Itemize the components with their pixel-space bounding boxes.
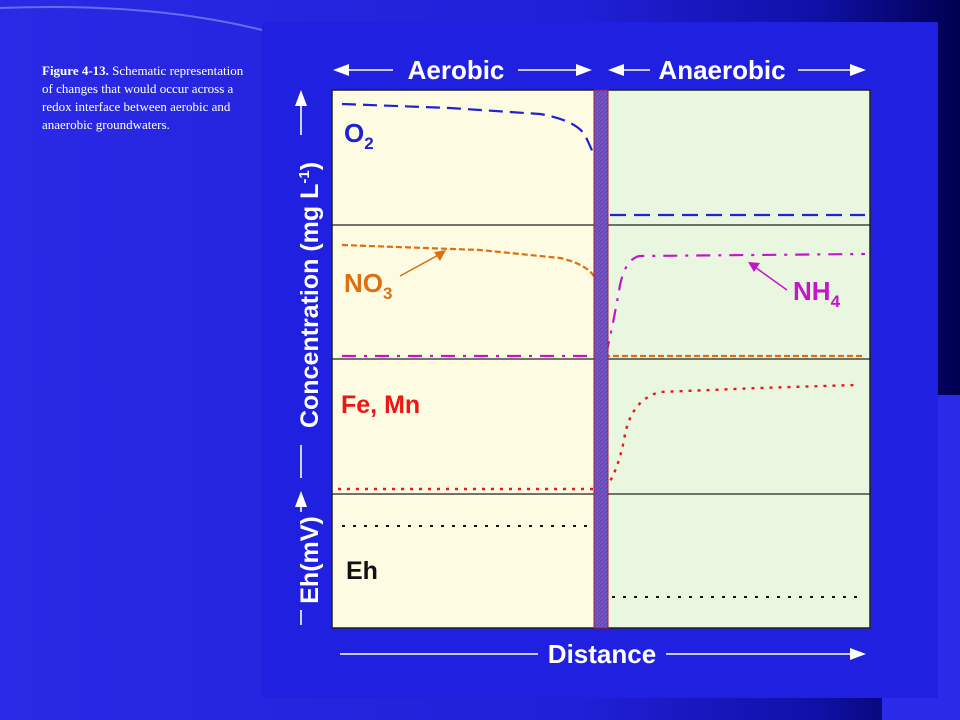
concentration-axis-label: Concentration (mg L-1) <box>296 162 324 428</box>
nh4-label: NH4 <box>793 276 841 311</box>
anaerobic-arrowhead-right <box>850 64 866 76</box>
nh4-arrowhead <box>748 262 760 272</box>
o2-label: O2 <box>344 118 374 153</box>
no3-pointer-arrow <box>399 252 443 277</box>
fe-mn-curve <box>605 383 856 489</box>
aerobic-arrowhead-right <box>576 64 592 76</box>
anaerobic-header: Anaerobic <box>658 55 785 85</box>
distance-arrowhead <box>850 648 866 660</box>
eh-axis-label: Eh(mV) <box>296 516 324 604</box>
no3-arrowhead <box>434 250 446 261</box>
caption-text: Schematic representation of changes that… <box>42 63 244 132</box>
anaerobic-arrowhead-left <box>608 64 624 76</box>
nh4-curve <box>604 252 866 356</box>
eh-arrowhead <box>295 491 307 507</box>
nh4-pointer-arrow <box>751 264 788 291</box>
no3-label: NO3 <box>344 268 392 303</box>
eh-label: Eh <box>346 557 378 585</box>
redox-interface-bar <box>593 89 609 629</box>
figure-number: Figure 4-13. <box>42 63 109 78</box>
distance-label: Distance <box>548 639 656 669</box>
figure-caption: Figure 4-13. Schematic representation of… <box>42 62 247 134</box>
aerobic-arrowhead-left <box>333 64 349 76</box>
aerobic-header: Aerobic <box>408 55 505 85</box>
concentration-arrowhead <box>295 90 307 106</box>
fe-mn-label: Fe, Mn <box>341 391 420 419</box>
